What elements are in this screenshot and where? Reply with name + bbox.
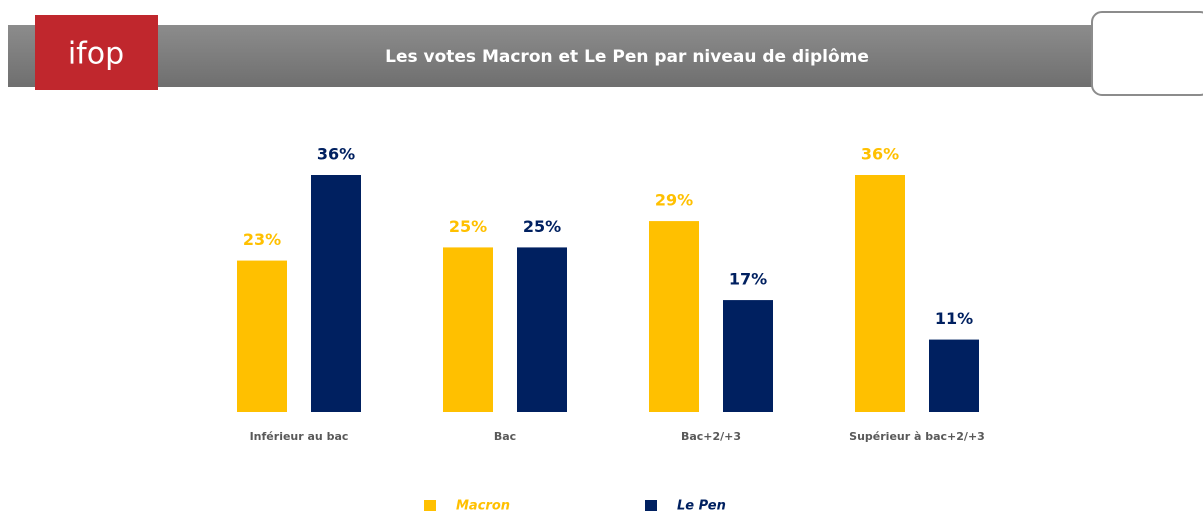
data-label: 29% — [655, 191, 693, 210]
data-label: 23% — [243, 230, 281, 249]
bar — [855, 175, 905, 412]
bar — [311, 175, 361, 412]
bar — [929, 339, 979, 412]
x-tick-label: Inférieur au bac — [250, 430, 349, 443]
bar — [443, 247, 493, 412]
logo: ifop — [68, 37, 124, 72]
header-bar — [8, 25, 1098, 87]
chart-title: Les votes Macron et Le Pen par niveau de… — [385, 47, 869, 67]
bar — [649, 221, 699, 412]
data-label: 11% — [935, 309, 973, 328]
bar — [517, 247, 567, 412]
data-label: 17% — [729, 270, 767, 289]
logo-box — [35, 15, 158, 90]
legend-swatch — [424, 500, 436, 511]
x-tick-label: Bac — [494, 430, 516, 443]
legend-label: Macron — [456, 499, 510, 513]
data-label: 36% — [317, 145, 355, 164]
x-tick-label: Supérieur à bac+2/+3 — [849, 430, 985, 443]
x-tick-label: Bac+2/+3 — [681, 430, 741, 443]
data-label: 25% — [449, 217, 487, 236]
data-label: 36% — [861, 145, 899, 164]
bar — [237, 260, 287, 412]
corner-box — [1091, 11, 1203, 96]
legend-swatch — [645, 500, 657, 511]
data-label: 25% — [523, 217, 561, 236]
bar — [723, 300, 773, 412]
legend-label: Le Pen — [677, 499, 726, 513]
